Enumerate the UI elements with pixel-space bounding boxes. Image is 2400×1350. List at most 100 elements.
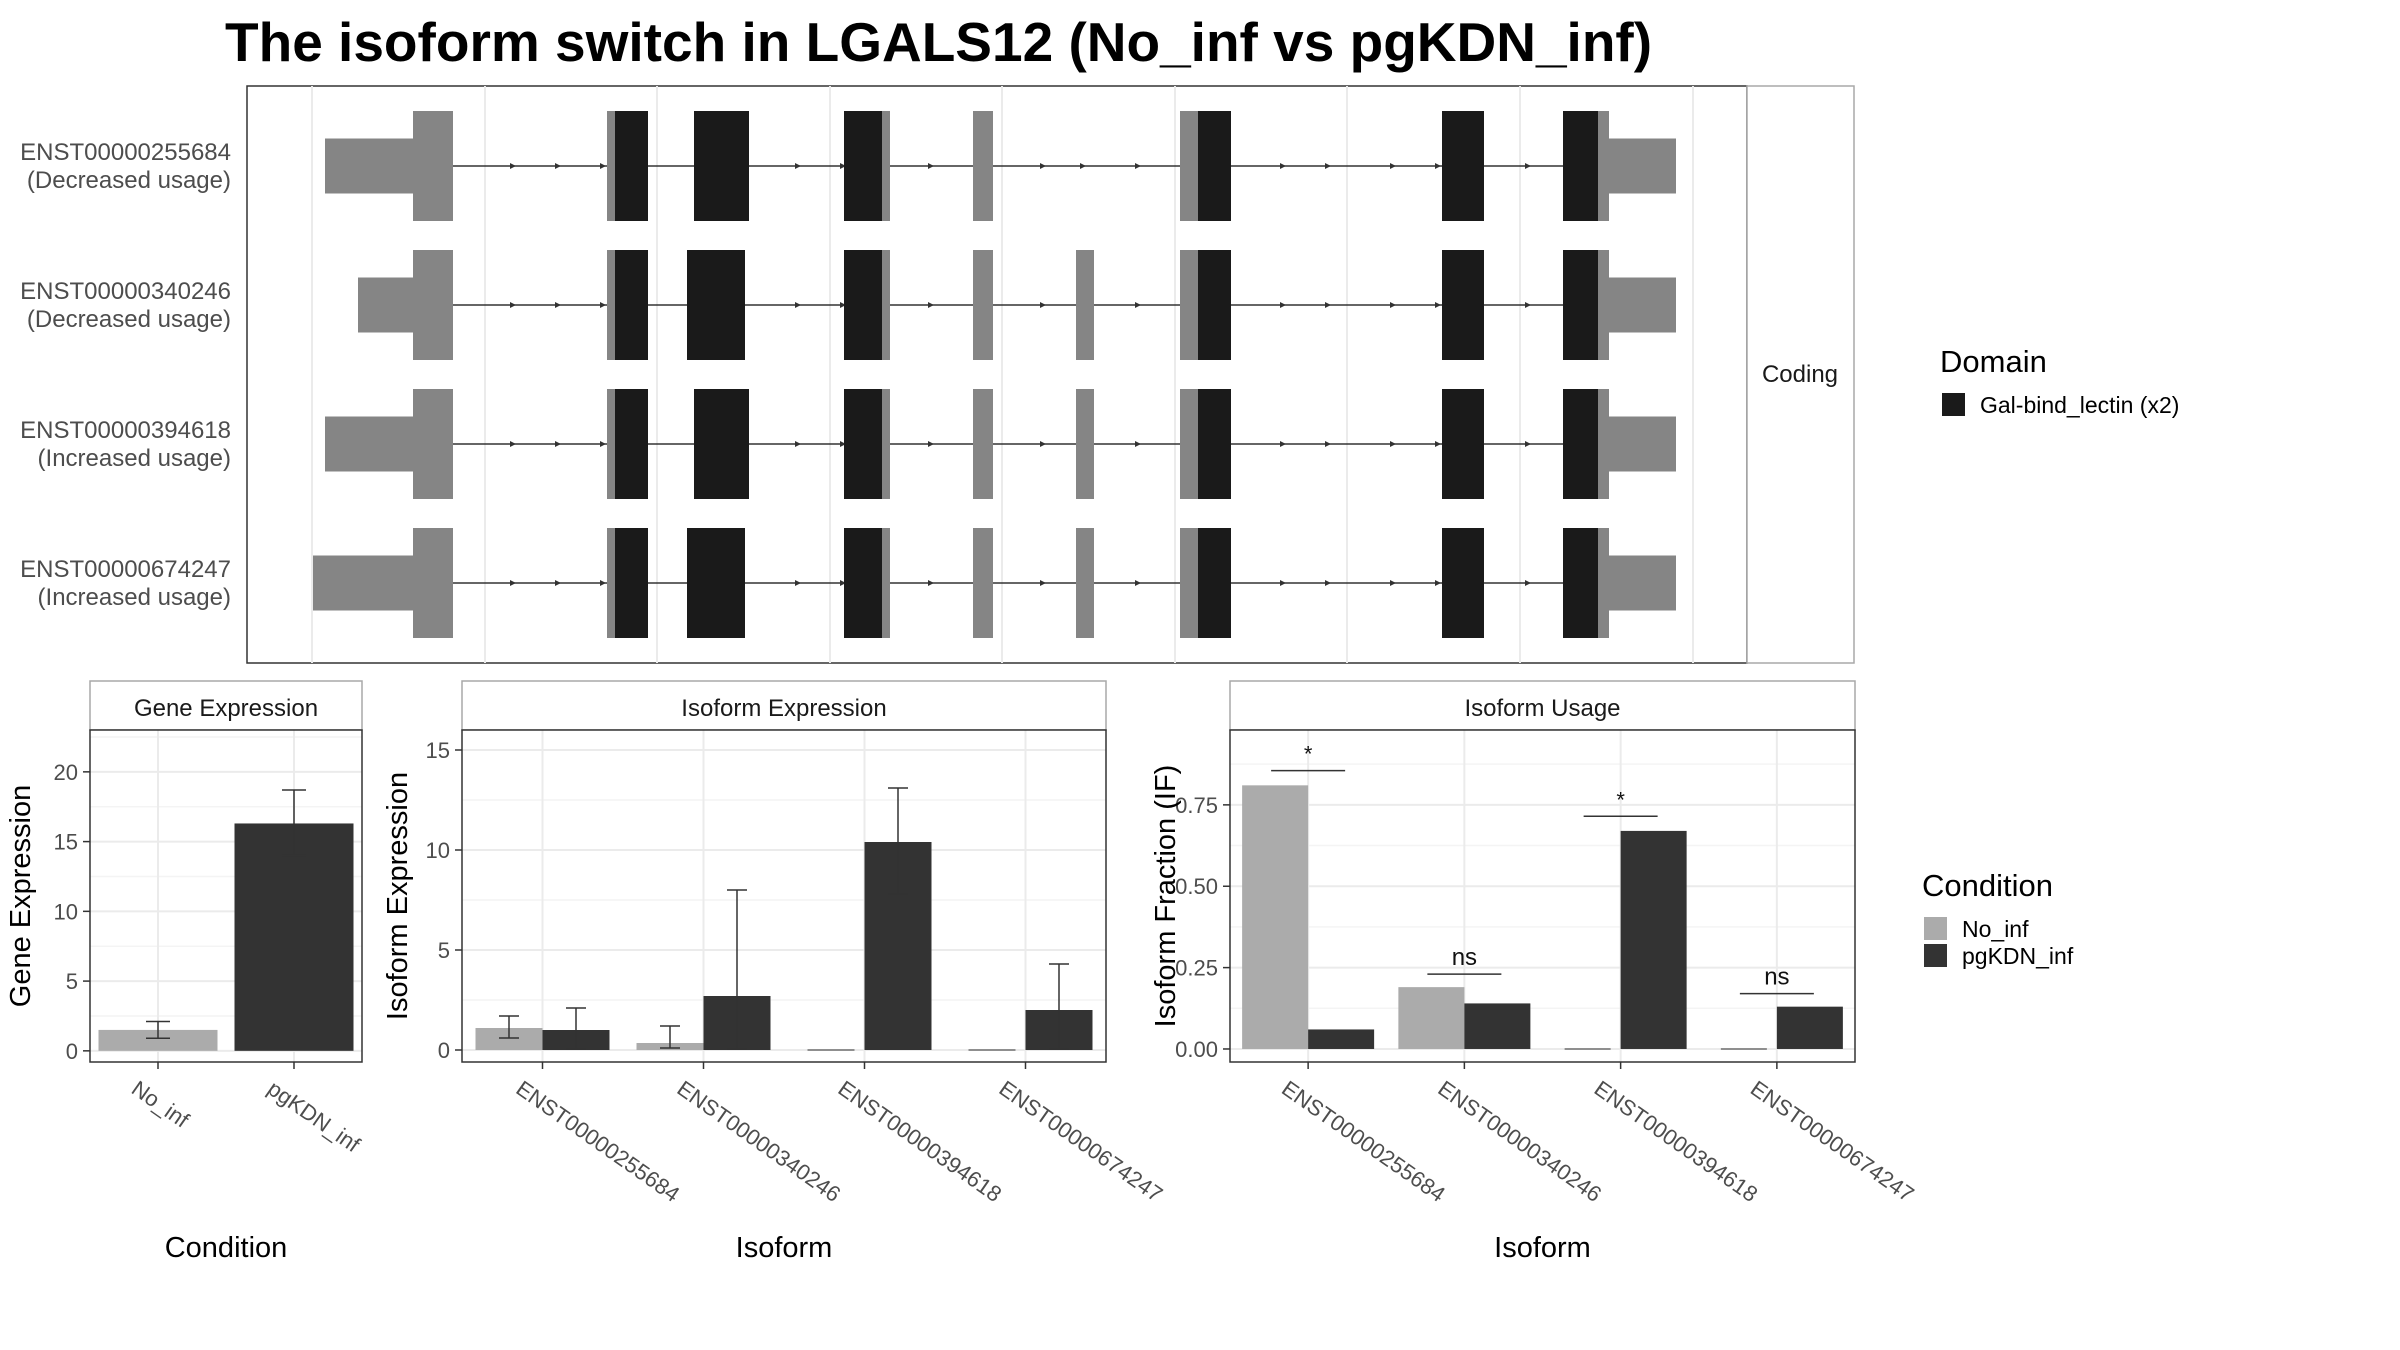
domain-exon: [1442, 111, 1484, 221]
panel-border: [89, 729, 363, 1063]
exon-edge: [607, 389, 615, 499]
transcript-usage-label: (Decreased usage): [27, 306, 231, 333]
intron-arrow: [555, 163, 561, 169]
intron-arrow: [1080, 163, 1086, 169]
intron-arrow: [928, 302, 934, 308]
utr-5prime: [358, 277, 413, 333]
transcript-id-label: ENST00000255684: [20, 139, 231, 166]
panel-background: [1230, 730, 1855, 1062]
intron-arrow: [928, 580, 934, 586]
panel-strip: [461, 680, 1107, 731]
domain-legend-swatch: [1942, 393, 1965, 416]
y-tick-label: 15: [426, 738, 450, 763]
bar: [1398, 987, 1465, 1049]
utr-5prime: [325, 138, 413, 194]
intron-arrow: [555, 302, 561, 308]
exon-1: [413, 528, 453, 638]
transcript-row: ENST00000674247(Increased usage): [20, 528, 1676, 638]
domain-exon: [844, 389, 882, 499]
y-tick-label: 10: [54, 899, 78, 924]
domain-exon: [1198, 528, 1231, 638]
panel-border: [1229, 729, 1856, 1063]
exon-edge: [607, 111, 615, 221]
domain-exon: [615, 111, 648, 221]
x-tick-label: ENST00000394618: [834, 1076, 1007, 1207]
x-tick-label: No_inf: [127, 1076, 194, 1133]
bar-panel: Isoform Usage 0.00 0.25 0.50 0.75 * ns * ns ENST0…: [1150, 680, 1919, 1264]
intron-arrow: [1525, 302, 1531, 308]
condition-legend-title: Condition: [1922, 868, 2053, 903]
exon-edge: [1598, 389, 1609, 499]
intron-arrow: [600, 163, 606, 169]
transcript-id-label: ENST00000340246: [20, 278, 231, 305]
panel-border: [461, 729, 1107, 1063]
x-tick-label: pgKDN_inf: [263, 1076, 365, 1158]
domain-exon: [1442, 528, 1484, 638]
y-tick-label: 0: [66, 1039, 78, 1064]
domain-exon: [1198, 250, 1231, 360]
intron-arrow: [510, 163, 516, 169]
utr-3prime: [1609, 555, 1676, 611]
intron-arrow: [1040, 441, 1046, 447]
intron-arrow: [840, 441, 846, 447]
intron-arrow: [1525, 441, 1531, 447]
panel-strip-title: Isoform Expression: [681, 695, 886, 722]
intron-arrow: [1280, 441, 1286, 447]
exon-noncoding: [973, 250, 993, 360]
intron-arrow: [510, 580, 516, 586]
transcript-id-label: ENST00000674247: [20, 556, 231, 583]
intron-arrow: [1135, 580, 1141, 586]
exon-noncoding: [1076, 528, 1094, 638]
bar: [1242, 785, 1309, 1049]
intron-arrow: [1390, 163, 1396, 169]
intron-arrow: [1280, 302, 1286, 308]
intron-arrow: [1390, 302, 1396, 308]
condition-legend-label: pgKDN_inf: [1962, 943, 2074, 969]
bar-panel: Isoform Expression051015ENST00000255684E…: [382, 680, 1167, 1264]
condition-legend-swatch: [1924, 917, 1947, 940]
intron-arrow: [600, 302, 606, 308]
y-tick-label: 20: [54, 760, 78, 785]
intron-arrow: [795, 580, 801, 586]
intron-arrow: [1390, 441, 1396, 447]
intron-arrow: [555, 441, 561, 447]
bar: [1776, 1006, 1843, 1049]
intron-arrow: [928, 441, 934, 447]
panel-strip-title: Isoform Usage: [1464, 695, 1620, 722]
intron-arrow: [795, 441, 801, 447]
condition-legend-label: No_inf: [1962, 916, 2029, 942]
transcript-row: ENST00000340246(Decreased usage): [20, 250, 1676, 360]
intron-arrow: [840, 163, 846, 169]
exon-noncoding: [973, 528, 993, 638]
intron-arrow: [1135, 163, 1141, 169]
domain-exon: [694, 389, 749, 499]
exon-noncoding: [973, 111, 993, 221]
intron-arrow: [600, 441, 606, 447]
x-tick-label: ENST00000340246: [1434, 1076, 1607, 1207]
intron-arrow: [600, 580, 606, 586]
x-axis-title: Isoform: [736, 1232, 833, 1264]
domain-exon: [1198, 389, 1231, 499]
transcript-id-label: ENST00000394618: [20, 417, 231, 444]
x-tick-label: ENST00000394618: [1590, 1076, 1763, 1207]
intron-arrow: [1325, 163, 1331, 169]
structure-panel-border: [246, 85, 1748, 664]
intron-arrow: [1325, 302, 1331, 308]
utr-5prime: [325, 416, 413, 472]
bar: [1308, 1029, 1375, 1049]
intron-arrow: [1435, 580, 1441, 586]
intron-arrow: [1435, 163, 1441, 169]
intron-arrow: [1390, 580, 1396, 586]
exon-1: [413, 389, 453, 499]
exon-noncoding: [1076, 250, 1094, 360]
exon-edge: [882, 389, 890, 499]
y-tick-label: 5: [66, 969, 78, 994]
utr-5prime: [313, 555, 413, 611]
intron-arrow: [840, 580, 846, 586]
x-tick-label: ENST00000340246: [673, 1076, 846, 1207]
domain-exon: [694, 111, 749, 221]
intron-arrow: [510, 441, 516, 447]
intron-arrow: [1135, 302, 1141, 308]
